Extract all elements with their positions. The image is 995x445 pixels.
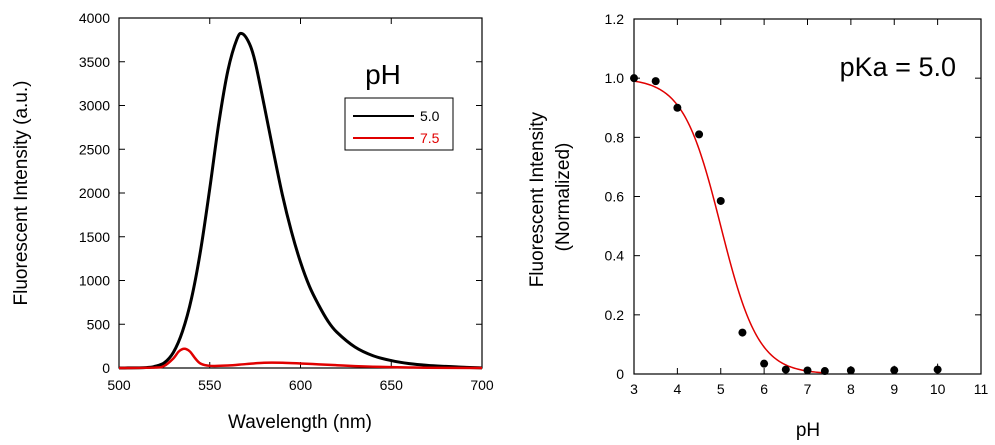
- data-point: [716, 196, 725, 205]
- spectrum-y-tick-label: 2000: [79, 185, 110, 201]
- titration-y-tick-label: 1.0: [605, 70, 625, 86]
- spectrum-series: [118, 31, 483, 370]
- data-point: [781, 365, 790, 374]
- titration-y-axis-title: Fluorescent Intensity (Normalized): [527, 107, 574, 288]
- legend-label-ph-7-5: 7.5: [420, 130, 440, 146]
- data-point: [651, 77, 660, 86]
- spectrum-legend: pH 5.0 7.5: [344, 59, 454, 151]
- spectrum-x-tick-label: 700: [470, 377, 494, 393]
- titration-y-tick-label: 0.8: [605, 129, 625, 145]
- legend-title: pH: [365, 59, 401, 90]
- pka-annotation: pKa = 5.0: [840, 52, 956, 82]
- data-point: [890, 366, 899, 375]
- spectrum-y-ticks: 0 500 1000 1500 2000 2500 3000 3500 4000: [79, 10, 482, 376]
- spectrum-x-axis-title: Wavelength (nm): [228, 412, 372, 433]
- titration-points: [630, 74, 942, 376]
- data-point: [820, 367, 829, 376]
- spectrum-y-tick-label: 1000: [79, 273, 110, 289]
- data-point: [630, 74, 638, 83]
- titration-x-tick-label: 8: [847, 381, 855, 397]
- titration-fit-curve: [633, 80, 825, 374]
- spectrum-x-tick-label: 550: [198, 377, 222, 393]
- titration-y-ticks: 0 0.2 0.4 0.6 0.8 1.0 1.2: [605, 11, 981, 382]
- data-point: [673, 103, 682, 112]
- titration-x-tick-label: 5: [717, 381, 725, 397]
- titration-y-tick-label: 0.2: [605, 307, 625, 323]
- spectrum-x-tick-label: 600: [289, 377, 313, 393]
- titration-y-tick-label: 0.4: [605, 248, 625, 264]
- titration-x-tick-label: 4: [673, 381, 681, 397]
- data-point: [933, 365, 942, 374]
- titration-y-axis-title-line-2: (Normalized): [553, 143, 574, 252]
- titration-chart: 3 4 5 6 7 8 9 10 11 0 0.2 0.4 0.6 0.8 1.0 1.2 pH Fluor…: [527, 11, 988, 441]
- spectrum-y-tick-label: 4000: [79, 10, 110, 26]
- titration-y-axis-title-line-1: Fluorescent Intensity: [527, 111, 548, 287]
- spectrum-line-ph-5: [118, 31, 483, 370]
- titration-x-axis-title: pH: [796, 420, 820, 441]
- legend-box: [344, 97, 454, 151]
- spectrum-y-tick-label: 2500: [79, 141, 110, 157]
- titration-x-tick-label: 11: [974, 381, 989, 397]
- titration-y-tick-label: 0.6: [605, 189, 625, 205]
- spectrum-x-tick-label: 650: [380, 377, 404, 393]
- data-point: [695, 130, 704, 139]
- spectrum-x-ticks: 500 550 600 650 700: [107, 18, 494, 393]
- spectrum-y-tick-label: 0: [102, 360, 110, 376]
- spectrum-line-ph-7-5: [118, 347, 483, 370]
- titration-y-tick-label: 1.2: [605, 11, 625, 27]
- sigmoid-fit-line: [633, 80, 825, 374]
- spectrum-x-tick-label: 500: [107, 377, 131, 393]
- spectrum-y-tick-label: 3500: [79, 54, 110, 70]
- legend-label-ph-5: 5.0: [420, 108, 440, 124]
- titration-x-tick-label: 9: [890, 381, 898, 397]
- spectrum-y-tick-label: 500: [87, 316, 111, 332]
- spectrum-plot-frame: [118, 17, 483, 369]
- data-point: [738, 328, 747, 337]
- spectrum-y-axis-title: Fluorescent Intensity (a.u.): [11, 81, 32, 306]
- titration-x-ticks: 3 4 5 6 7 8 9 10 11: [630, 19, 988, 397]
- titration-x-tick-label: 3: [630, 381, 638, 397]
- data-point: [846, 366, 855, 375]
- spectrum-chart: 500 550 600 650 700 050010001500200025003000…: [11, 10, 494, 433]
- titration-x-tick-label: 6: [760, 381, 768, 397]
- titration-y-tick-label: 0: [616, 366, 624, 382]
- spectrum-y-tick-label: 1500: [79, 229, 110, 245]
- titration-x-tick-label: 7: [804, 381, 812, 397]
- spectrum-y-tick-label: 3000: [79, 98, 110, 114]
- data-point: [803, 366, 812, 375]
- titration-x-tick-label: 10: [930, 381, 946, 397]
- data-point: [760, 359, 769, 368]
